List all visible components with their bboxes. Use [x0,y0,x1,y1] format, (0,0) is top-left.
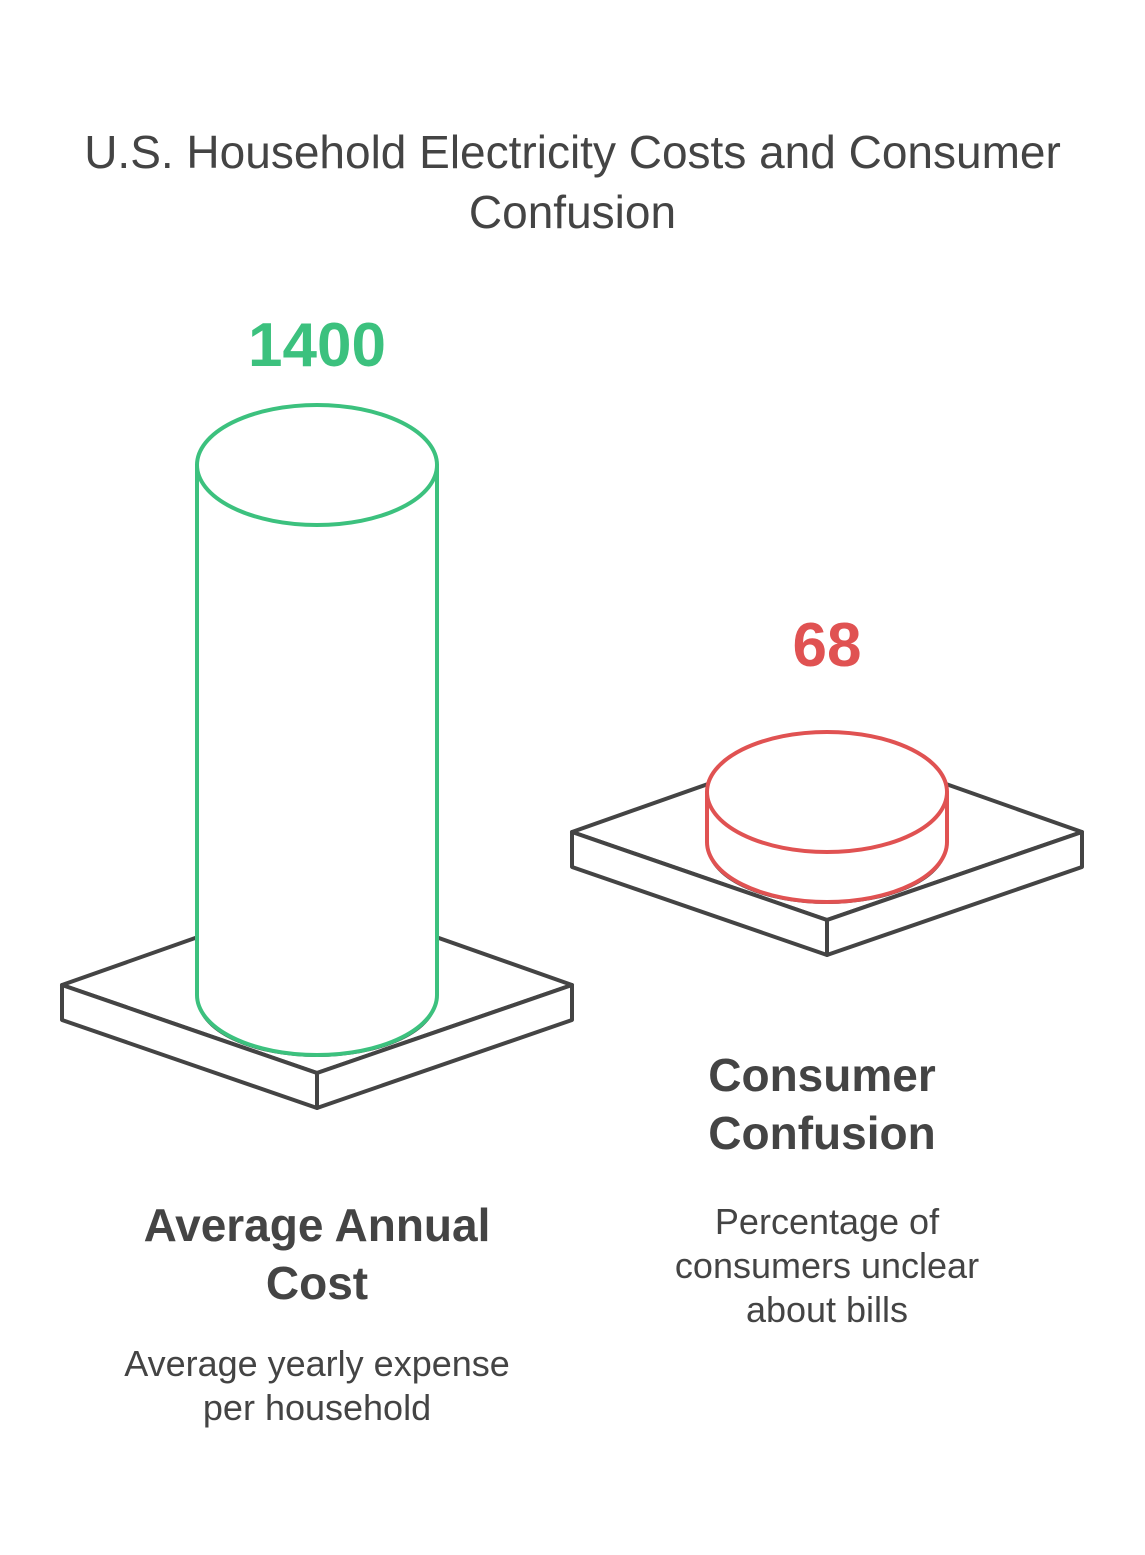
bar-top-average-annual-cost [195,403,439,527]
category-description-average-annual-cost: Average yearly expense per household [124,1343,510,1428]
value-label-average-annual-cost: 1400 [248,311,386,380]
chart-title: U.S. Household Electricity Costs and Con… [84,126,1061,238]
platform-right-face-average-annual-cost [315,983,574,1110]
bar-body-average-annual-cost [195,463,439,1057]
cylinders [195,403,949,1057]
category-description-consumer-confusion: Percentage of consumers unclear about bi… [674,1201,980,1330]
bar-average-annual-cost [195,403,439,1057]
bar-top-consumer-confusion [705,730,949,854]
value-label-consumer-confusion: 68 [792,611,862,680]
category-title-consumer-confusion: Consumer Confusion [708,1049,936,1159]
bar-consumer-confusion [705,730,949,904]
platform-right-face-consumer-confusion [825,830,1084,957]
category-title-average-annual-cost: Average Annual Cost [143,1199,491,1309]
